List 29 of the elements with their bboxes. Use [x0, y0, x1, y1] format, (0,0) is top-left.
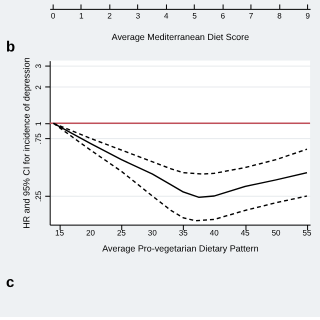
y-tick-label: 2: [34, 84, 44, 90]
y-axis-title: HR and 95% CI for incidence of depression: [21, 57, 32, 229]
x2-tick-label: 1: [79, 11, 84, 20]
x2-tick-label: 5: [192, 11, 198, 20]
x-tick-label: 20: [86, 228, 96, 238]
x-tick-label: 30: [148, 228, 158, 238]
y-tick-label: 3: [34, 63, 44, 68]
x2-tick-label: 7: [248, 11, 254, 20]
x2-tick-label: 6: [220, 11, 226, 20]
x2-tick-label: 2: [107, 11, 112, 20]
x2-tick-label: 0: [50, 11, 56, 20]
x2-tick-label: 9: [306, 11, 311, 20]
x-tick-label: 55: [302, 228, 312, 238]
x-tick-label: 45: [240, 228, 250, 238]
x2-tick-label: 3: [136, 11, 141, 20]
x-tick-label: 35: [178, 228, 188, 238]
x2-tick-label: 4: [164, 11, 170, 20]
y-tick-label: .75: [34, 132, 44, 144]
x-tick-label: 15: [55, 228, 65, 238]
x2-axis-title: Average Mediterranean Diet Score: [112, 32, 250, 42]
x2-tick-label: 8: [277, 11, 282, 20]
x-tick-label: 50: [272, 228, 282, 238]
x-tick-label: 25: [117, 228, 126, 238]
y-tick-label: .25: [34, 190, 44, 202]
x-axis-title: Average Pro-vegetarian Dietary Pattern: [102, 243, 259, 254]
y-tick-label: 1: [34, 120, 44, 126]
x-tick-label: 40: [210, 228, 220, 238]
text: c: [6, 275, 14, 292]
text: b: [6, 40, 16, 56]
